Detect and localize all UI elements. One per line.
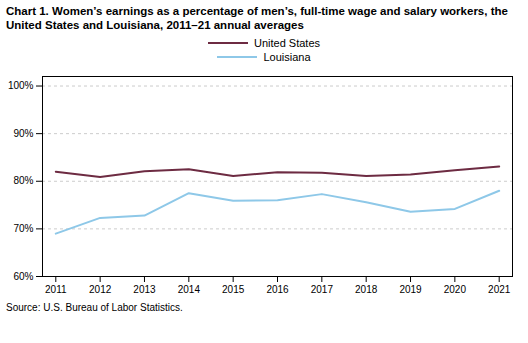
svg-text:2013: 2013 [133, 284, 156, 295]
svg-text:60%: 60% [13, 271, 33, 282]
svg-text:2018: 2018 [355, 284, 378, 295]
svg-text:2019: 2019 [399, 284, 422, 295]
svg-text:2017: 2017 [311, 284, 334, 295]
svg-text:2015: 2015 [222, 284, 245, 295]
svg-text:2011: 2011 [45, 284, 67, 295]
svg-text:2020: 2020 [444, 284, 467, 295]
html-text:Louisiana: Louisiana [263, 51, 311, 63]
svg-text:2016: 2016 [266, 284, 289, 295]
html-text:Source: U.S. Bureau of Labor S: Source: U.S. Bureau of Labor Statistics. [6, 302, 183, 313]
html-text:United States: United States [254, 37, 320, 49]
svg-text:80%: 80% [13, 175, 33, 186]
svg-text:2021: 2021 [488, 284, 511, 295]
svg-text:100%: 100% [8, 80, 34, 91]
svg-text:2012: 2012 [89, 284, 112, 295]
svg-text:70%: 70% [13, 223, 33, 234]
svg-text:2014: 2014 [178, 284, 201, 295]
html-text:Chart 1. Women’s earnings as a: Chart 1. Women’s earnings as a percentag… [6, 5, 508, 31]
svg-text:90%: 90% [13, 128, 33, 139]
